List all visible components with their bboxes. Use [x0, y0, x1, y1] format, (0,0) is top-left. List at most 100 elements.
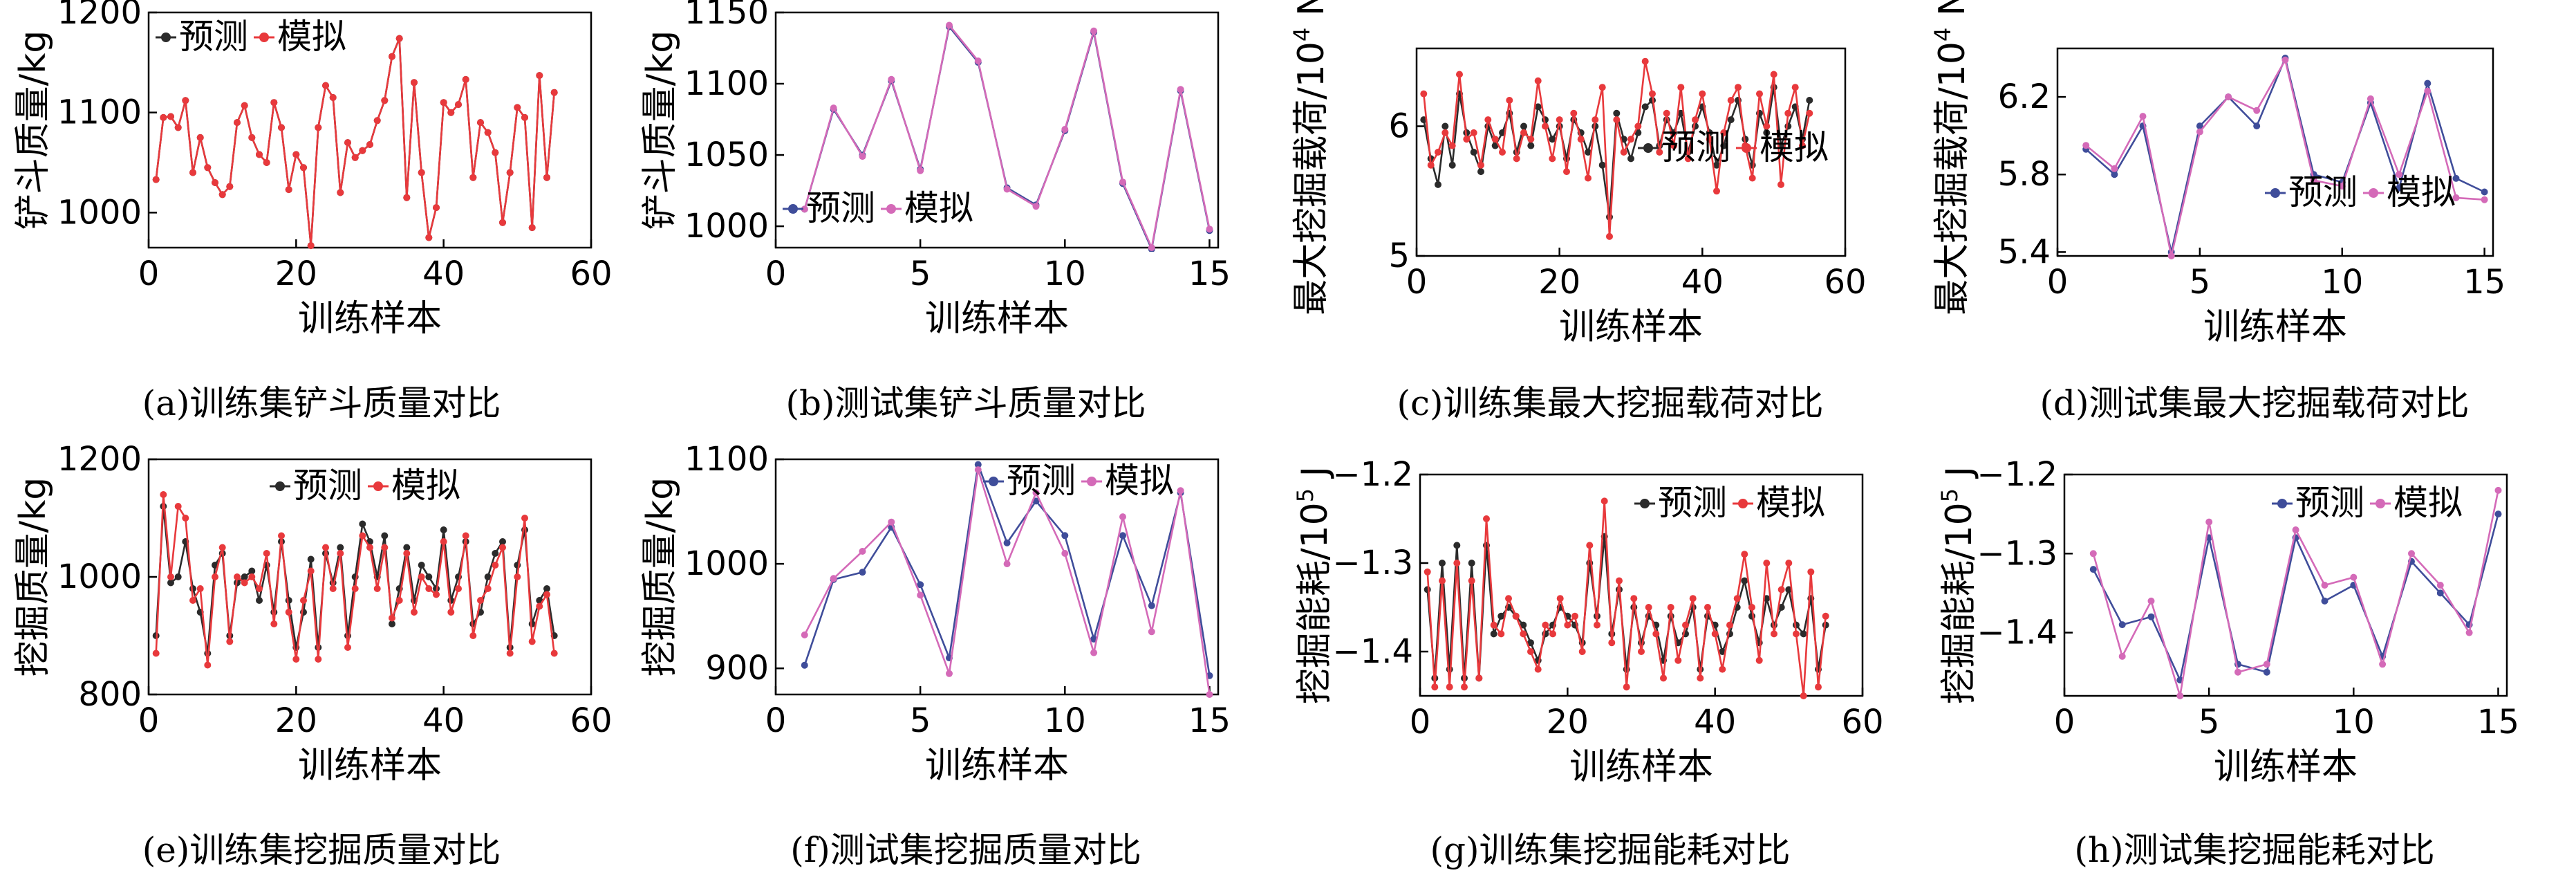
- data-point-sim: [248, 134, 256, 141]
- data-point-sim: [888, 518, 895, 526]
- chart-f-svg: 0 5 10 15 900 1000 1100 训练样本 挖掘质量/kg 预测 模拟 (f)测试集挖掘…: [640, 440, 1231, 870]
- data-point-sim: [425, 585, 433, 592]
- y-axis-label-sup: 4: [1930, 28, 1956, 42]
- data-point-sim: [292, 151, 300, 158]
- data-point-sim: [337, 189, 344, 196]
- y-tick-label: 6: [1388, 107, 1410, 146]
- data-point-sim: [315, 656, 322, 663]
- data-point-sim: [1785, 560, 1793, 567]
- data-point-sim: [1592, 116, 1599, 124]
- data-point-sim: [1032, 489, 1040, 497]
- legend-marker-pred: [161, 33, 171, 42]
- y-tick-label: 1050: [684, 136, 769, 174]
- y-axis-label-unit: J: [1294, 466, 1336, 488]
- data-point-pred: [859, 569, 866, 576]
- data-point-sim: [1807, 568, 1815, 576]
- chart-c-svg: 0 20 40 60 5 6 训练样本 最大挖掘载荷/104 N 预测 模拟 (c)训练集最大挖掘载…: [1289, 0, 1867, 423]
- data-point-sim: [204, 661, 212, 669]
- data-point-sim: [1520, 630, 1527, 638]
- data-point-sim: [1446, 683, 1453, 691]
- data-point-pred: [381, 532, 389, 540]
- data-point-pred: [2452, 174, 2460, 182]
- data-point-sim: [241, 102, 248, 109]
- data-point-pred: [974, 461, 982, 468]
- data-point-sim: [1627, 136, 1634, 143]
- data-point-sim: [337, 550, 344, 557]
- data-point-sim: [300, 597, 307, 604]
- data-point-sim: [1763, 560, 1771, 567]
- data-point-sim: [1456, 71, 1463, 78]
- chart-caption: (d)测试集最大挖掘载荷对比: [2040, 383, 2469, 423]
- data-point-sim: [2396, 171, 2403, 178]
- y-tick-label: 1000: [684, 207, 769, 246]
- data-point-sim: [1726, 621, 1733, 629]
- series-line-sim: [155, 37, 555, 247]
- y-tick-label: −1.4: [1977, 614, 2057, 652]
- data-point-sim: [550, 89, 558, 96]
- chart-d-svg: 0 5 10 15 5.4 5.8 6.2 训练样本 最大挖掘载荷/104 N 预测 模拟 (d)测试…: [1930, 0, 2505, 423]
- data-point-sim: [307, 242, 315, 250]
- data-point-sim: [1670, 142, 1677, 149]
- data-point-sim: [506, 169, 514, 176]
- data-point-sim: [1090, 27, 1098, 35]
- data-point-sim: [1677, 84, 1685, 91]
- data-point-sim: [2205, 518, 2213, 526]
- data-point-pred: [1520, 621, 1527, 629]
- y-tick-label: 1100: [57, 93, 142, 132]
- x-tick-label: 40: [1681, 263, 1724, 302]
- y-tick-label: 1200: [57, 0, 142, 32]
- y-axis-label: 挖掘质量/kg: [640, 477, 681, 677]
- chart-panel-g: 0 20 40 60 −1.4 −1.3 −1.2 训练样本 挖掘能耗/105 J 预测 模拟 (g)…: [1289, 447, 1932, 893]
- data-point-sim: [1497, 630, 1505, 638]
- data-point-pred: [1448, 161, 1456, 169]
- x-axis-label: 训练样本: [298, 745, 442, 786]
- x-tick-label: 20: [275, 701, 317, 740]
- data-point-pred: [2436, 589, 2444, 597]
- x-tick-label: 0: [765, 255, 787, 293]
- data-point-sim: [344, 644, 351, 651]
- data-point-sim: [1119, 178, 1126, 186]
- data-point-pred: [167, 579, 174, 587]
- data-point-pred: [285, 597, 292, 604]
- data-point-sim: [1822, 612, 1829, 620]
- legend: 预测 模拟: [2265, 172, 2456, 212]
- y-axis-label-unit: N: [1291, 0, 1332, 28]
- chart-a-svg: 0 20 40 60 1000 1100 1200 训练样本 铲斗质量/kg 预测 模拟 (a)训练集…: [12, 0, 613, 423]
- data-point-sim: [366, 141, 373, 148]
- data-point-sim: [212, 179, 218, 186]
- data-point-sim: [1755, 656, 1763, 664]
- x-tick-label: 5: [2199, 703, 2220, 742]
- y-tick-label: −1.3: [1977, 534, 2057, 573]
- data-point-pred: [499, 538, 506, 545]
- x-axis-label: 训练样本: [925, 298, 1069, 340]
- data-point-pred: [1003, 539, 1011, 546]
- data-point-pred: [1627, 155, 1634, 163]
- data-point-sim: [469, 174, 477, 181]
- data-point-sim: [1720, 129, 1728, 136]
- data-point-sim: [433, 204, 440, 212]
- y-axis-label-text: 挖掘质量/kg: [640, 477, 681, 677]
- data-point-pred: [389, 620, 395, 627]
- data-point-sim: [1586, 542, 1594, 549]
- data-point-pred: [1763, 129, 1771, 136]
- data-point-sim: [1461, 683, 1468, 691]
- data-point-sim: [160, 491, 167, 498]
- data-point-sim: [2263, 661, 2270, 668]
- x-tick-label: 40: [422, 701, 465, 740]
- data-point-sim: [344, 139, 351, 147]
- data-point-sim: [234, 119, 241, 127]
- data-point-sim: [418, 573, 425, 580]
- y-axis-label: 铲斗质量/kg: [640, 30, 681, 230]
- data-point-sim: [830, 104, 837, 112]
- data-point-sim: [2082, 142, 2090, 149]
- y-tick-label: 5.4: [1998, 232, 2051, 271]
- plot-frame: [774, 11, 1220, 249]
- data-point-sim: [196, 585, 204, 592]
- data-point-pred: [1061, 532, 1069, 540]
- data-point-sim: [411, 609, 418, 616]
- data-point-pred: [917, 581, 924, 589]
- data-point-sim: [506, 650, 514, 657]
- x-tick-label: 0: [765, 701, 787, 740]
- data-point-sim: [2111, 165, 2118, 172]
- data-point-sim: [1003, 560, 1011, 568]
